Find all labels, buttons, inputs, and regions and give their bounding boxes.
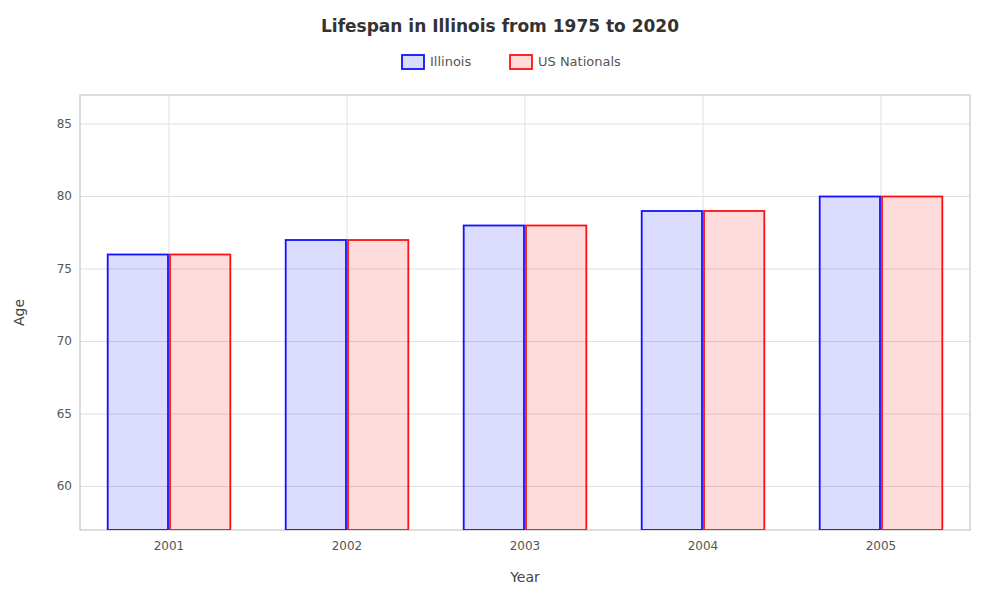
bar (108, 255, 168, 531)
bar (642, 211, 702, 530)
legend-swatch (402, 55, 424, 69)
y-tick-label: 85 (57, 117, 72, 131)
chart-title: Lifespan in Illinois from 1975 to 2020 (321, 16, 679, 36)
chart-svg: 60 65 70 75 80 85 2001 2002 2003 2004 2005 Year Age L… (0, 0, 1000, 600)
bar (882, 197, 942, 531)
y-tick-label: 65 (57, 407, 72, 421)
y-tick-label: 75 (57, 262, 72, 276)
bar (286, 240, 346, 530)
bars (108, 197, 943, 531)
x-axis-label: Year (509, 569, 540, 585)
legend-label: Illinois (430, 54, 471, 69)
bar (464, 226, 524, 531)
bar (526, 226, 586, 531)
y-tick-label: 60 (57, 479, 72, 493)
plot-frame (80, 95, 970, 530)
bar (820, 197, 880, 531)
legend-label: US Nationals (538, 54, 621, 69)
chart-container: 60 65 70 75 80 85 2001 2002 2003 2004 2005 Year Age L… (0, 0, 1000, 600)
legend: Illinois US Nationals (402, 54, 621, 70)
bar (704, 211, 764, 530)
legend-swatch (510, 55, 532, 69)
grid (80, 95, 970, 530)
y-tick-label: 70 (57, 334, 72, 348)
x-tick-label: 2001 (154, 539, 185, 553)
axes: 60 65 70 75 80 85 2001 2002 2003 2004 2005 (57, 117, 897, 554)
x-tick-label: 2003 (510, 539, 541, 553)
y-tick-label: 80 (57, 189, 72, 203)
bar (170, 255, 230, 531)
y-axis-label: Age (11, 299, 27, 326)
x-tick-label: 2002 (332, 539, 363, 553)
bar (348, 240, 408, 530)
x-tick-label: 2004 (688, 539, 719, 553)
x-tick-label: 2005 (866, 539, 897, 553)
